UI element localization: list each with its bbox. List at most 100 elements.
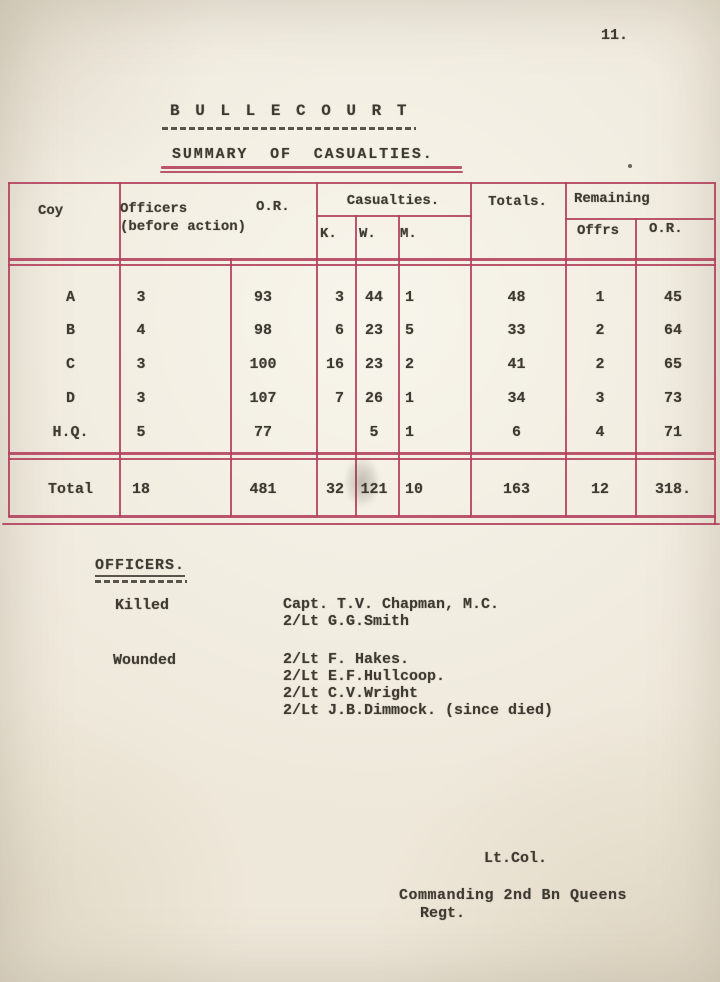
divider-casualties-totals	[470, 182, 472, 517]
table-row: H.Q. 5 77 5 1 6 4 71	[8, 424, 716, 444]
cell-rem-offrs: 3	[595, 390, 605, 407]
table-row: B 4 98 6 23 5 33 2 64	[8, 322, 716, 342]
cell-rem-offrs: 12	[590, 481, 609, 498]
col-header-offrs: Offrs	[577, 223, 620, 239]
cell-missing: 10	[405, 481, 424, 498]
col-header-or-remaining: O.R.	[649, 221, 683, 237]
casualty-table: Coy Officers O.R. (before action) Casual…	[2, 182, 720, 530]
col-header-officers: Officers	[120, 201, 188, 217]
wounded-name: 2/Lt J.B.Dimmock. (since died)	[283, 702, 554, 719]
cell-officers: 3	[136, 356, 146, 373]
subtitle-underline-bottom	[160, 171, 463, 173]
page-subtitle: SUMMARY OF CASUALTIES.	[172, 146, 434, 163]
col-header-casualties: Casualties.	[346, 193, 440, 209]
table-row: D 3 107 7 26 1 34 3 73	[8, 390, 716, 410]
divider-totals-remaining	[565, 182, 567, 517]
cell-coy: D	[65, 390, 75, 407]
header-bottom-rule-2	[8, 264, 716, 266]
cell-rem-offrs: 1	[595, 289, 605, 306]
cell-missing: 1	[405, 390, 415, 407]
casualties-subheader-rule	[316, 215, 472, 217]
cell-or: 98	[253, 322, 272, 339]
cell-wounded: 23	[364, 356, 383, 373]
divider-coy-officers	[119, 182, 121, 517]
killed-label: Killed	[115, 597, 170, 614]
cell-coy: B	[65, 322, 75, 339]
ink-dot	[628, 164, 632, 168]
table-border-top	[8, 182, 716, 184]
table-border-right	[714, 182, 716, 525]
cell-officers: 3	[136, 390, 146, 407]
page-title: B U L L E C O U R T	[170, 102, 410, 120]
cell-rem-or: 71	[663, 424, 682, 441]
cell-rem-or: 73	[663, 390, 682, 407]
officers-heading-underline	[95, 580, 187, 583]
cell-killed: 32	[325, 481, 344, 498]
killed-name: 2/Lt G.G.Smith	[283, 613, 410, 630]
cell-wounded: 44	[364, 289, 383, 306]
cell-rem-offrs: 2	[595, 356, 605, 373]
col-header-coy: Coy	[38, 203, 64, 219]
table-total-row: Total 18 481 32 121 10 163 12 318.	[8, 481, 716, 501]
cell-rem-offrs: 2	[595, 322, 605, 339]
page-number: 11.	[601, 27, 629, 44]
table-border-left	[8, 182, 10, 517]
wounded-label: Wounded	[113, 652, 177, 669]
cell-wounded: 26	[364, 390, 383, 407]
cell-total: 41	[507, 356, 526, 373]
cell-rem-or: 65	[663, 356, 682, 373]
cell-wounded: 5	[369, 424, 379, 441]
title-underline	[162, 127, 416, 130]
cell-total: 33	[507, 322, 526, 339]
col-header-or-before: O.R.	[256, 199, 290, 215]
cell-coy: H.Q.	[52, 424, 89, 441]
cell-officers: 5	[136, 424, 146, 441]
killed-name: Capt. T.V. Chapman, M.C.	[283, 596, 500, 613]
wounded-name: 2/Lt E.F.Hullcoop.	[283, 668, 446, 685]
wounded-name: 2/Lt C.V.Wright	[283, 685, 419, 702]
divider-w-m	[398, 215, 400, 517]
cell-total: 34	[507, 390, 526, 407]
col-header-totals: Totals.	[488, 194, 547, 210]
cell-coy: C	[65, 356, 75, 373]
cell-killed: 6	[334, 322, 344, 339]
col-header-w: W.	[359, 226, 376, 242]
col-header-m: M.	[400, 226, 417, 242]
cell-total-label: Total	[47, 481, 93, 498]
divider-offrs-or	[635, 218, 637, 517]
ink-smudge	[338, 448, 386, 516]
remaining-subheader-rule	[565, 218, 714, 220]
cell-rem-or: 318.	[654, 481, 691, 498]
cell-missing: 1	[405, 289, 415, 306]
cell-rem-offrs: 4	[595, 424, 605, 441]
wounded-name: 2/Lt F. Hakes.	[283, 651, 410, 668]
col-header-remaining: Remaining	[574, 191, 650, 207]
divider-k-w	[355, 215, 357, 517]
col-header-before-action: (before action)	[120, 219, 247, 235]
table-row: A 3 93 3 44 1 48 1 45	[8, 289, 716, 309]
cell-or: 77	[253, 424, 272, 441]
cell-rem-or: 64	[663, 322, 682, 339]
cell-killed: 3	[334, 289, 344, 306]
divider-or-casualties	[316, 182, 318, 517]
cell-killed: 7	[334, 390, 344, 407]
cell-officers: 18	[131, 481, 150, 498]
cell-rem-or: 45	[663, 289, 682, 306]
cell-killed: 16	[325, 356, 344, 373]
officers-heading: OFFICERS.	[95, 557, 186, 577]
pre-total-rule-1	[8, 452, 716, 455]
cell-or: 93	[253, 289, 272, 306]
cell-officers: 4	[136, 322, 146, 339]
signature-rank: Lt.Col.	[484, 850, 548, 867]
cell-total: 48	[507, 289, 526, 306]
cell-officers: 3	[136, 289, 146, 306]
cell-or: 107	[249, 390, 277, 407]
divider-officers-or	[230, 258, 232, 517]
cell-wounded: 121	[352, 481, 396, 498]
cell-or: 100	[249, 356, 277, 373]
signature-line2: Regt.	[420, 905, 466, 922]
cell-missing: 5	[405, 322, 415, 339]
cell-total: 6	[511, 424, 521, 441]
table-bottom-rule-2	[2, 523, 720, 525]
header-bottom-rule-1	[8, 258, 716, 261]
